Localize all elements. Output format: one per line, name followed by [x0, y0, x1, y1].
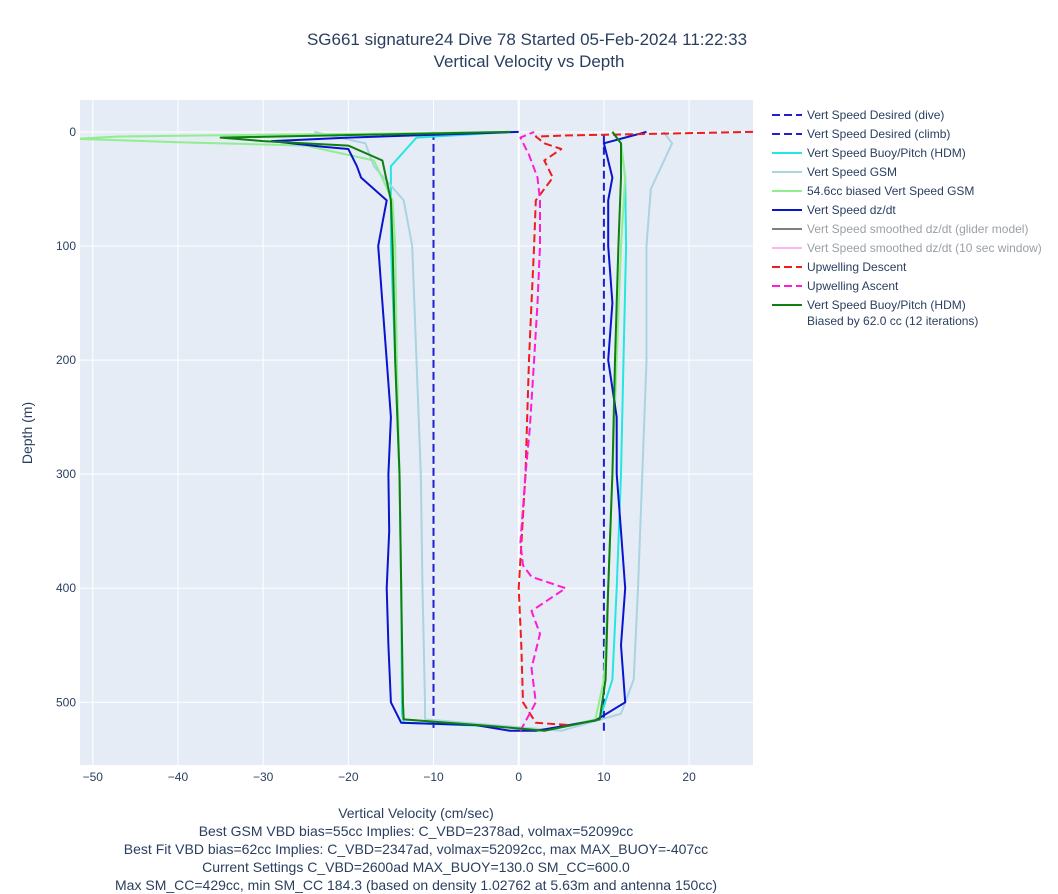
y-tick-label: 200 [56, 353, 76, 367]
legend-label: Vert Speed smoothed dz/dt (10 sec window… [807, 241, 1042, 255]
note-line-3: Current Settings C_VBD=2600ad MAX_BUOY=1… [202, 859, 630, 875]
y-tick-label: 400 [56, 581, 76, 595]
legend-label: Vert Speed smoothed dz/dt (glider model) [807, 222, 1028, 236]
legend-item[interactable]: Upwelling Descent [772, 260, 907, 274]
x-tick-label: 0 [515, 770, 522, 784]
x-tick-label: −10 [423, 770, 444, 784]
legend-item[interactable]: Vert Speed Desired (dive) [772, 108, 944, 122]
x-axis-title: Vertical Velocity (cm/sec) [338, 805, 494, 821]
y-axis-title: Depth (m) [19, 402, 35, 464]
note-line-2: Best Fit VBD bias=62cc Implies: C_VBD=23… [124, 841, 708, 857]
series-line-4 [314, 130, 674, 732]
legend-label: Vert Speed dz/dt [807, 203, 896, 217]
legend-item[interactable]: Upwelling Ascent [772, 279, 899, 293]
x-tick-labels: −50 −40 −30 −20 −10 0 10 20 [83, 770, 697, 784]
series-line-11 [219, 130, 622, 732]
legend-item[interactable]: Vert Speed Desired (climb) [772, 127, 950, 141]
legend-item[interactable]: Vert Speed Buoy/Pitch (HDM) [772, 146, 966, 160]
legend: Vert Speed Desired (dive) Vert Speed Desi… [772, 108, 1042, 328]
legend-label: Upwelling Ascent [807, 279, 899, 293]
x-tick-label: −50 [83, 770, 104, 784]
legend-item[interactable]: 54.6cc biased Vert Speed GSM [772, 184, 974, 198]
x-tick-label: −40 [168, 770, 189, 784]
legend-label-line2: Biased by 62.0 cc (12 iterations) [807, 314, 978, 328]
series-group [80, 130, 753, 732]
x-tick-label: −20 [338, 770, 359, 784]
y-tick-labels: 0 100 200 300 400 500 [56, 125, 76, 709]
y-tick-label: 0 [69, 125, 76, 139]
y-tick-label: 300 [56, 467, 76, 481]
legend-label: Upwelling Descent [807, 260, 907, 274]
y-tick-label: 100 [56, 239, 76, 253]
legend-label: Vert Speed Desired (dive) [807, 108, 944, 122]
note-line-4: Max SM_CC=429cc, min SM_CC 184.3 (based … [115, 877, 717, 893]
note-line-1: Best GSM VBD bias=55cc Implies: C_VBD=23… [199, 823, 634, 839]
chart-title: SG661 signature24 Dive 78 Started 05-Feb… [307, 30, 747, 49]
x-tick-label: −30 [253, 770, 274, 784]
series-line-9 [517, 130, 753, 727]
legend-label: Vert Speed Buoy/Pitch (HDM) [807, 146, 966, 160]
series-line-10 [519, 130, 567, 732]
legend-label: Vert Speed GSM [807, 165, 897, 179]
legend-label: Vert Speed Desired (climb) [807, 127, 950, 141]
legend-item[interactable]: Vert Speed dz/dt [772, 203, 896, 217]
legend-label: Vert Speed Buoy/Pitch (HDM) [807, 298, 966, 312]
legend-item[interactable]: Vert Speed GSM [772, 165, 897, 179]
y-tick-label: 500 [56, 695, 76, 709]
x-tick-label: 10 [597, 770, 611, 784]
chart-subtitle: Vertical Velocity vs Depth [434, 52, 625, 71]
x-tick-label: 20 [682, 770, 696, 784]
plot-area [80, 100, 753, 765]
legend-item[interactable]: Vert Speed smoothed dz/dt (glider model) [772, 222, 1028, 236]
legend-item[interactable]: Vert Speed Buoy/Pitch (HDM) Biased by 62.… [772, 298, 978, 328]
legend-item[interactable]: Vert Speed smoothed dz/dt (10 sec window… [772, 241, 1042, 255]
series-line-6 [270, 130, 647, 732]
legend-label: 54.6cc biased Vert Speed GSM [807, 184, 974, 198]
